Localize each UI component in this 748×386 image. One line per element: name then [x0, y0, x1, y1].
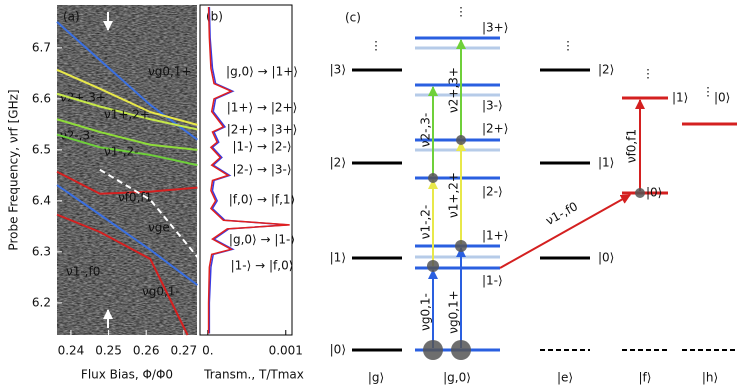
peak-annotation: |1-⟩ → |2-⟩: [232, 140, 291, 154]
x-tick-label: 0.: [202, 344, 213, 358]
level-label: |1⟩: [672, 91, 688, 105]
curve-label: ν1-,2-: [104, 145, 138, 159]
level-label: |0⟩: [598, 251, 614, 265]
column-label: |e⟩: [557, 371, 573, 385]
curve-label: ν2+,3+: [60, 91, 106, 105]
level-label: |2+⟩: [482, 122, 508, 136]
level-label: |2⟩: [598, 63, 614, 77]
level-label: |2-⟩: [482, 185, 503, 199]
population: [427, 260, 439, 272]
column-label: |h⟩: [702, 371, 718, 385]
level-diagram: ⋮ ⋮ ⋮ ⋮ ⋮ (c) |g⟩ |g,0⟩ |e⟩ |f⟩ |h⟩ |0⟩ …: [330, 5, 737, 385]
y-axis-label: Probe Frequency, νrf [GHz]: [7, 89, 21, 250]
level-label: |1⟩: [330, 251, 346, 265]
transition-label: νg0,1-: [419, 293, 433, 331]
ellipsis: ⋮: [702, 85, 714, 99]
level-label: |1-⟩: [482, 274, 503, 288]
curve: [56, 213, 189, 336]
peak-annotation: |f,0⟩ → |f,1⟩: [229, 193, 295, 207]
x-axis-label: Transm., T/Tmax: [203, 368, 304, 382]
curve: [56, 170, 198, 195]
peak-annotation: |1-⟩ → |f,0⟩: [231, 259, 294, 273]
curve: [56, 21, 198, 141]
peak-annotation: |g,0⟩ → |1-⟩: [229, 233, 295, 247]
curve-label: νg0,1+: [148, 65, 191, 79]
x-axis-label: Flux Bias, Φ/Φ0: [81, 368, 173, 382]
peak-annotation: |2+⟩ → |3+⟩: [227, 123, 298, 137]
curve: [56, 118, 198, 151]
plot-frame: [199, 4, 293, 336]
ellipsis: ⋮: [370, 39, 382, 53]
curve-label: νg0,1-: [142, 285, 180, 299]
arrow: [499, 194, 631, 269]
y-tick-label: 6.6: [32, 91, 51, 105]
column-label: |f⟩: [639, 371, 652, 385]
level-label: |2⟩: [330, 156, 346, 170]
ellipsis: ⋮: [642, 67, 654, 81]
transition-label: ν2-,3-: [419, 113, 433, 147]
plots: 0.24 0.25 0.26 0.27 6.2 6.3 6.4 6.5 6.6 6.7 Flux B…: [7, 4, 304, 382]
y-tick-label: 6.7: [32, 40, 51, 54]
ellipsis: ⋮: [562, 39, 574, 53]
population: [635, 188, 645, 198]
panel-label: (a): [63, 10, 80, 24]
level-label: |0⟩: [646, 186, 662, 200]
x-tick-label: 0.001: [269, 344, 303, 358]
column-label: |g,0⟩: [443, 371, 471, 385]
peak-annotation: |g,0⟩ → |1+⟩: [226, 65, 298, 79]
ellipsis: ⋮: [455, 5, 467, 19]
curve: [56, 133, 198, 167]
population: [456, 135, 466, 145]
curve-label: νge: [148, 221, 170, 235]
population: [455, 240, 467, 252]
y-tick-label: 6.4: [32, 193, 51, 207]
curve-label: νf0,f1: [118, 191, 152, 205]
level-label: |3+⟩: [482, 21, 508, 35]
level-label: |1+⟩: [482, 229, 508, 243]
transition-label: ν1-,f0: [543, 199, 580, 228]
peak-annotation: |1+⟩ → |2+⟩: [227, 101, 298, 115]
column-label: |g⟩: [368, 371, 384, 385]
curve: [56, 92, 198, 131]
level-label: |1⟩: [598, 156, 614, 170]
level-label: |0⟩: [330, 343, 346, 357]
x-tick-label: 0.24: [58, 344, 85, 358]
transition-label: νg0,1+: [447, 290, 461, 333]
transition-label: ν2+,3+: [447, 67, 461, 113]
curve-label: ν1-,f0: [66, 265, 100, 279]
peak-annotation: |2-⟩ → |3-⟩: [232, 163, 291, 177]
curve-label: ν1+,2+: [104, 108, 150, 122]
heatmap-texture: [57, 5, 197, 335]
x-tick-label: 0.26: [133, 344, 160, 358]
transmission-trace: [207, 7, 290, 334]
y-tick-label: 6.5: [32, 142, 51, 156]
panel-label: (c): [345, 11, 361, 25]
population: [451, 340, 471, 360]
level-label: |3-⟩: [482, 99, 503, 113]
transition-label: νf0,f1: [625, 129, 639, 163]
y-tick-label: 6.2: [32, 295, 51, 309]
level-label: |3⟩: [330, 63, 346, 77]
population: [428, 173, 438, 183]
y-tick-label: 6.3: [32, 244, 51, 258]
population: [423, 340, 443, 360]
transition-label: ν1+,2+: [447, 172, 461, 218]
transition-label: ν1-,2-: [419, 205, 433, 239]
x-tick-label: 0.25: [95, 344, 122, 358]
level-label: |0⟩: [714, 91, 730, 105]
x-tick-label: 0.27: [170, 344, 197, 358]
curve: [56, 184, 198, 286]
curve: [56, 68, 198, 126]
